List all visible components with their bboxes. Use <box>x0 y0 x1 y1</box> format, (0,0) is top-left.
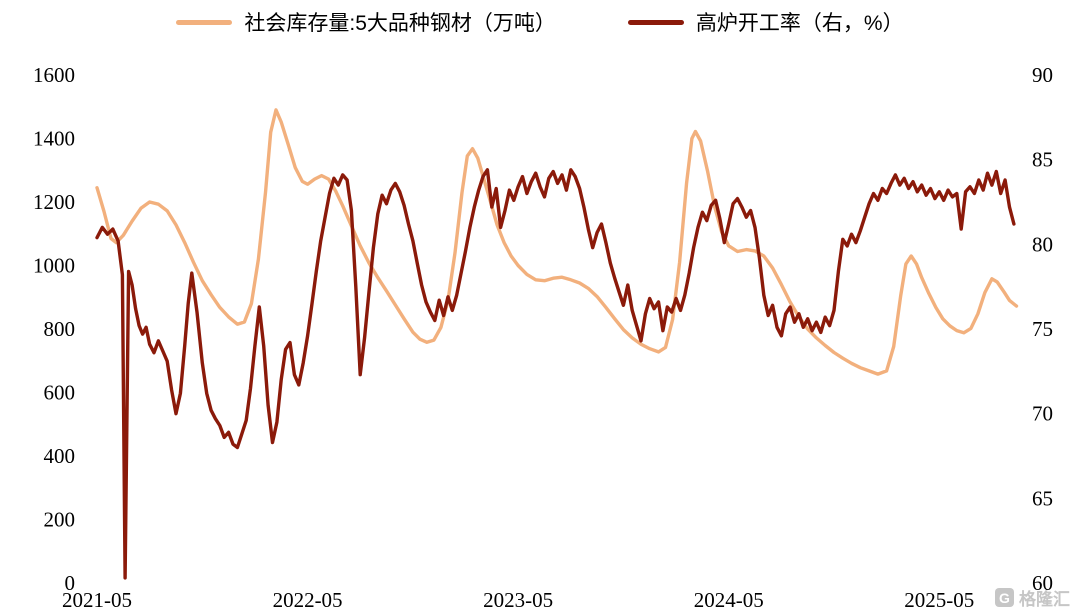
right-axis-tick: 60 <box>1032 571 1053 595</box>
gelonghui-logo-icon: G <box>995 588 1014 607</box>
legend: 社会库存量:5大品种钢材（万吨） 高炉开工率（右，%） <box>0 7 1080 37</box>
left-axis-tick: 200 <box>44 508 76 532</box>
left-axis-tick: 400 <box>44 444 76 468</box>
x-axis-tick: 2023-05 <box>483 588 553 612</box>
left-axis-tick: 0 <box>65 571 76 595</box>
right-axis-tick: 90 <box>1032 63 1053 87</box>
gelonghui-watermark-text: 格隆汇 <box>1019 590 1070 609</box>
operating-rate-legend-label: 高炉开工率（右，%） <box>695 12 904 35</box>
left-axis-tick: 1000 <box>33 254 75 278</box>
legend-item-inventory: 社会库存量:5大品种钢材（万吨） <box>176 7 556 37</box>
right-axis-tick: 80 <box>1032 232 1053 256</box>
left-axis-tick: 1200 <box>33 190 75 214</box>
x-axis-tick: 2021-05 <box>62 588 132 612</box>
right-axis-tick: 70 <box>1032 402 1053 426</box>
gelonghui-watermark: G 格隆汇 <box>995 585 1070 610</box>
x-axis-tick: 2024-05 <box>694 588 764 612</box>
x-axis-tick: 2022-05 <box>273 588 343 612</box>
legend-item-operating-rate: 高炉开工率（右，%） <box>627 7 904 37</box>
inventory-legend-label: 社会库存量:5大品种钢材（万吨） <box>244 12 556 35</box>
operating-rate-line <box>95 168 1016 580</box>
inventory-line-swatch <box>176 19 233 25</box>
right-axis-tick: 85 <box>1032 148 1053 172</box>
inventory-line <box>95 108 1019 376</box>
left-axis-tick: 600 <box>44 381 76 405</box>
left-axis-tick: 1600 <box>33 63 75 87</box>
left-axis-tick: 1400 <box>33 127 75 151</box>
right-axis-tick: 75 <box>1032 317 1053 341</box>
operating-rate-line-swatch <box>627 19 684 25</box>
left-axis-tick: 800 <box>44 317 76 341</box>
right-axis-tick: 65 <box>1032 486 1053 510</box>
x-axis-tick: 2025-05 <box>904 588 974 612</box>
